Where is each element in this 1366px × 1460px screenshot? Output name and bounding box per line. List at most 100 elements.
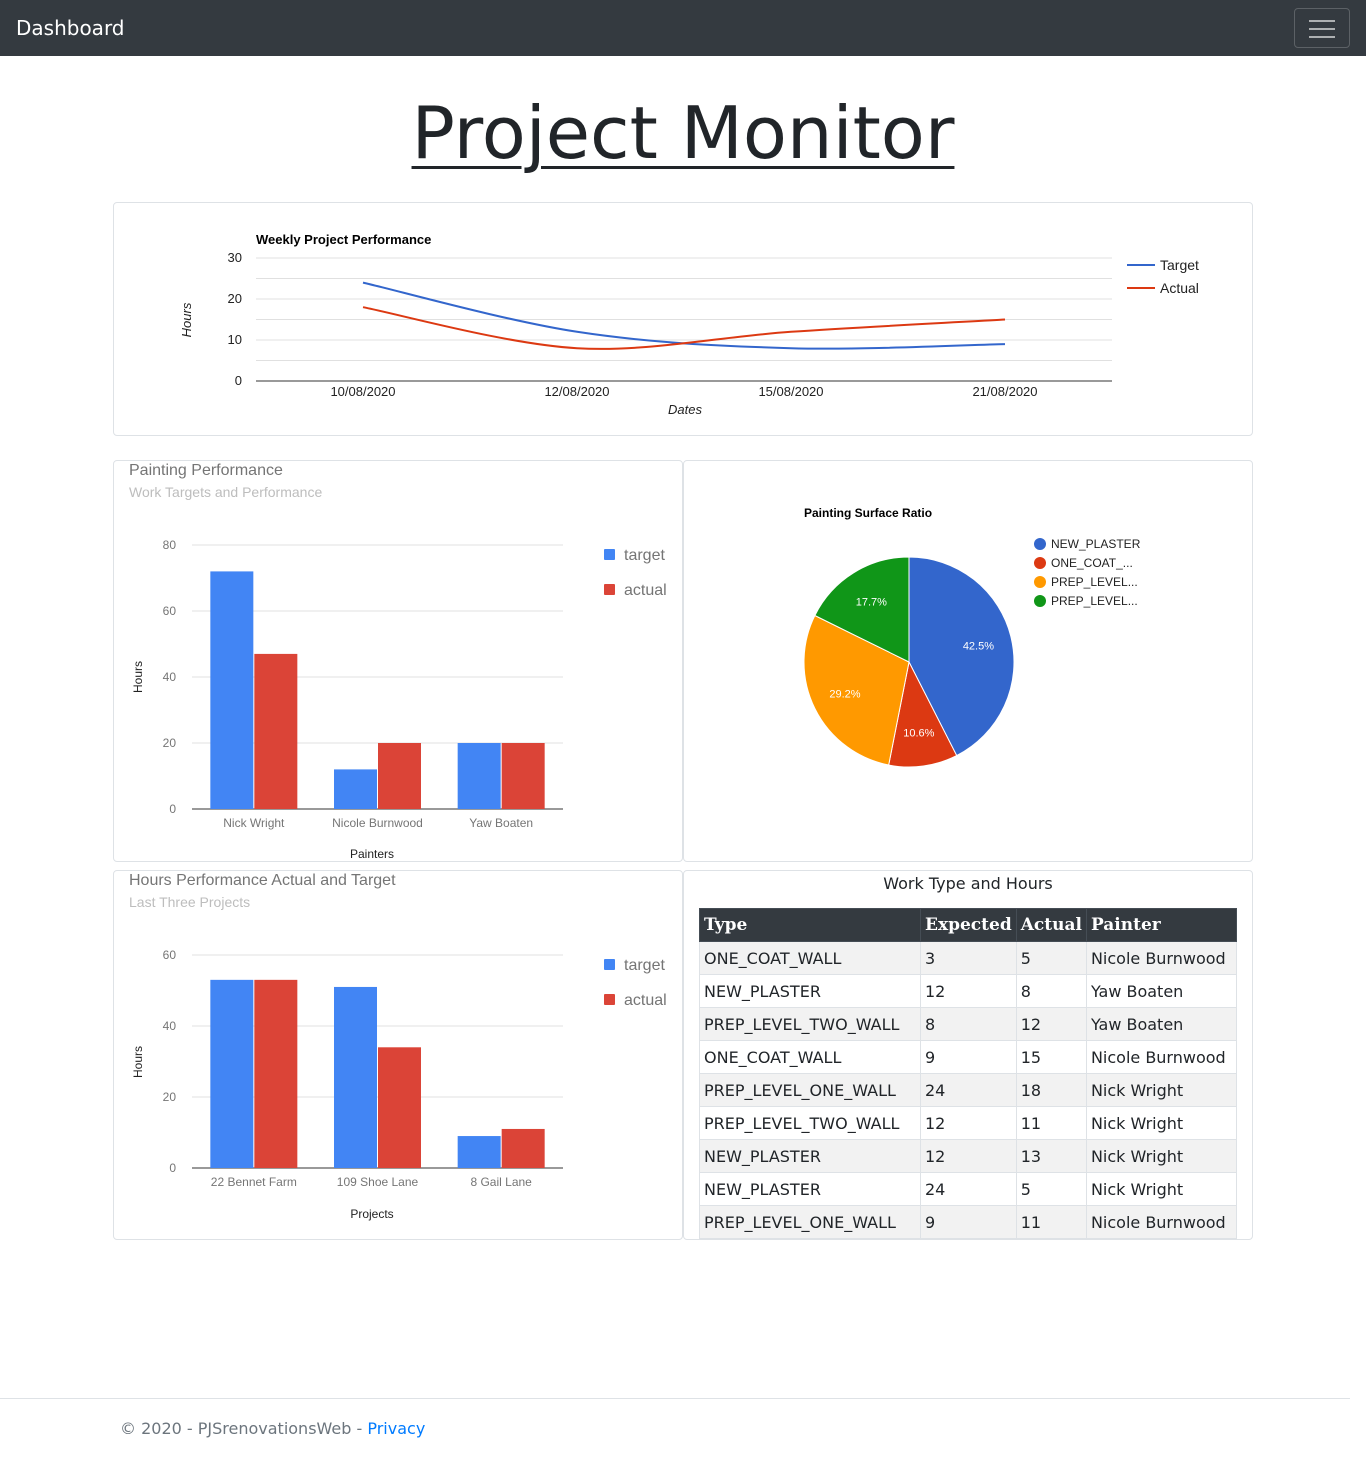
table-row: NEW_PLASTER 24 5 Nick Wright bbox=[699, 1172, 1238, 1206]
x-tick-label: 8 Gail Lane bbox=[470, 1175, 532, 1189]
table-cell: PREP_LEVEL_TWO_WALL bbox=[699, 1007, 921, 1041]
table-cell: Yaw Boaten bbox=[1085, 1007, 1238, 1041]
legend-swatch bbox=[1034, 576, 1046, 588]
x-tick-label: 12/08/2020 bbox=[544, 384, 609, 399]
bar-target[interactable] bbox=[334, 986, 377, 1168]
x-axis-label: Painters bbox=[350, 847, 394, 861]
legend-label: target bbox=[624, 547, 665, 564]
table-cell: 5 bbox=[1015, 1172, 1087, 1206]
bar-actual[interactable] bbox=[254, 979, 298, 1168]
bar-target[interactable] bbox=[210, 571, 254, 809]
pie-slice-label: 42.5% bbox=[963, 640, 994, 652]
table-cell: Nick Wright bbox=[1085, 1172, 1238, 1206]
legend-label: NEW_PLASTER bbox=[1051, 537, 1141, 551]
copyright-text: © 2020 - PJSrenovationsWeb - bbox=[120, 1419, 368, 1438]
pie-slice-label: 29.2% bbox=[829, 689, 860, 701]
table-row: ONE_COAT_WALL 3 5 Nicole Burnwood bbox=[699, 941, 1238, 975]
weekly-performance-card: Weekly Project Performance Hours Dates 0… bbox=[113, 202, 1253, 436]
table-cell: 18 bbox=[1015, 1073, 1087, 1107]
navbar-brand[interactable]: Dashboard bbox=[16, 16, 125, 40]
bar-target[interactable] bbox=[457, 743, 501, 809]
table-cell: 9 bbox=[920, 1205, 1017, 1239]
chart-title: Painting Performance bbox=[129, 462, 283, 479]
table-cell: 12 bbox=[920, 1139, 1017, 1173]
bar-actual[interactable] bbox=[501, 1128, 545, 1168]
x-tick-label: 10/08/2020 bbox=[330, 384, 395, 399]
table-cell: 3 bbox=[920, 941, 1017, 975]
legend-swatch bbox=[1034, 595, 1046, 607]
table-cell: 12 bbox=[1015, 1007, 1087, 1041]
table-cell: PREP_LEVEL_TWO_WALL bbox=[699, 1106, 921, 1140]
privacy-link[interactable]: Privacy bbox=[367, 1419, 426, 1438]
y-tick-label: 60 bbox=[163, 604, 177, 618]
table-cell: Nicole Burnwood bbox=[1085, 1040, 1238, 1074]
surface-ratio-chart: Painting Surface Ratio 42.5% 10.6% 29.2% 17… bbox=[803, 506, 1141, 768]
legend-label: Target bbox=[1160, 257, 1199, 273]
y-tick-label: 20 bbox=[228, 291, 242, 306]
table-cell: 5 bbox=[1015, 941, 1087, 975]
chart-title: Weekly Project Performance bbox=[256, 232, 431, 247]
painting-performance-chart: Hours Painters 0 20 40 60 80 Nick Wright Nicol… bbox=[131, 538, 667, 861]
table-row: NEW_PLASTER 12 13 Nick Wright bbox=[699, 1139, 1238, 1173]
legend-label: PREP_LEVEL... bbox=[1051, 575, 1138, 589]
x-tick-label: 21/08/2020 bbox=[972, 384, 1037, 399]
pie-slice[interactable] bbox=[888, 660, 958, 768]
bar-target[interactable] bbox=[457, 1136, 501, 1168]
pie-slice[interactable] bbox=[803, 614, 910, 766]
bar-actual[interactable] bbox=[378, 1047, 421, 1168]
table-cell: 24 bbox=[920, 1073, 1017, 1107]
hours-performance-card: Hours Performance Actual and Target Last… bbox=[113, 870, 683, 1240]
legend-label: actual bbox=[624, 992, 667, 1009]
legend-label: ONE_COAT_... bbox=[1051, 556, 1133, 570]
column-header[interactable]: Painter bbox=[1085, 908, 1238, 942]
y-tick-label: 0 bbox=[169, 1161, 176, 1175]
y-tick-label: 30 bbox=[228, 250, 242, 265]
table-cell: ONE_COAT_WALL bbox=[699, 1040, 921, 1074]
navbar-toggle-button[interactable] bbox=[1294, 8, 1350, 48]
y-tick-label: 20 bbox=[163, 1090, 177, 1104]
painting-performance-card: Painting Performance Work Targets and Pe… bbox=[113, 460, 683, 862]
y-tick-label: 0 bbox=[235, 373, 242, 388]
legend-swatch bbox=[604, 549, 615, 560]
table-title: Work Type and Hours bbox=[883, 874, 1053, 893]
table-header-row: Type Expected Actual Painter bbox=[699, 908, 1238, 942]
legend-swatch bbox=[604, 584, 615, 595]
table-cell: PREP_LEVEL_ONE_WALL bbox=[699, 1205, 921, 1239]
column-header[interactable]: Type bbox=[699, 908, 921, 942]
y-tick-label: 0 bbox=[169, 802, 176, 816]
table-cell: PREP_LEVEL_ONE_WALL bbox=[699, 1073, 921, 1107]
column-header[interactable]: Expected bbox=[920, 908, 1017, 942]
legend-label: Actual bbox=[1160, 280, 1199, 296]
table-cell: 13 bbox=[1015, 1139, 1087, 1173]
table-cell: 12 bbox=[920, 1106, 1017, 1140]
table-row: PREP_LEVEL_ONE_WALL 9 11 Nicole Burnwood bbox=[699, 1205, 1238, 1239]
x-axis-label: Projects bbox=[350, 1207, 393, 1221]
series-line-actual bbox=[362, 306, 1006, 350]
legend-swatch bbox=[604, 994, 615, 1005]
y-tick-label: 40 bbox=[163, 1019, 177, 1033]
bar-actual[interactable] bbox=[378, 743, 421, 809]
bar-target[interactable] bbox=[210, 979, 254, 1168]
table-cell: 11 bbox=[1015, 1106, 1087, 1140]
legend-label: actual bbox=[624, 582, 667, 599]
table-cell: Yaw Boaten bbox=[1085, 974, 1238, 1008]
y-tick-label: 10 bbox=[228, 332, 242, 347]
table-row: ONE_COAT_WALL 9 15 Nicole Burnwood bbox=[699, 1040, 1238, 1074]
pie-slice-label: 17.7% bbox=[856, 596, 887, 608]
table-cell: Nick Wright bbox=[1085, 1073, 1238, 1107]
chart-subtitle: Last Three Projects bbox=[129, 894, 251, 910]
column-header[interactable]: Actual bbox=[1015, 908, 1087, 942]
work-table: Type Expected Actual Painter ONE_COAT_WA… bbox=[699, 908, 1238, 1239]
x-tick-label: 109 Shoe Lane bbox=[337, 1175, 419, 1189]
bar-actual[interactable] bbox=[501, 743, 545, 809]
bar-target[interactable] bbox=[334, 769, 377, 809]
y-axis-label: Hours bbox=[179, 302, 194, 337]
pie-slice[interactable] bbox=[908, 556, 1015, 757]
weekly-performance-chart: Weekly Project Performance Hours Dates 0… bbox=[179, 232, 1199, 417]
table-cell: Nick Wright bbox=[1085, 1106, 1238, 1140]
pie-slice[interactable] bbox=[814, 556, 910, 663]
bar-actual[interactable] bbox=[254, 653, 298, 809]
table-cell: 8 bbox=[1015, 974, 1087, 1008]
legend-swatch bbox=[1034, 557, 1046, 569]
footer: © 2020 - PJSrenovationsWeb - Privacy bbox=[0, 1398, 1350, 1460]
